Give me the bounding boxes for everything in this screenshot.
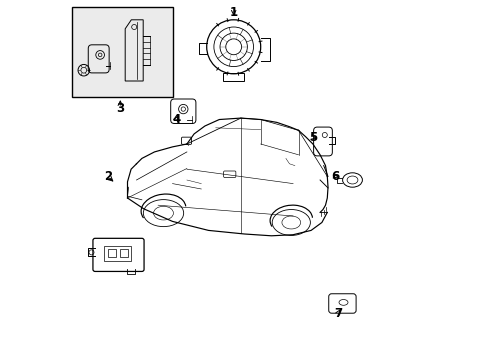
Bar bbox=[107, 249, 115, 257]
Bar bbox=[120, 249, 128, 257]
Text: 5: 5 bbox=[308, 131, 316, 144]
Text: 4: 4 bbox=[172, 113, 180, 126]
Text: 7: 7 bbox=[333, 307, 342, 320]
Text: 2: 2 bbox=[103, 170, 112, 183]
Bar bbox=[72, 7, 172, 97]
Bar bbox=[104, 246, 131, 261]
Bar bbox=[223, 73, 244, 81]
Text: 1: 1 bbox=[229, 6, 237, 19]
Text: 3: 3 bbox=[116, 102, 124, 114]
Text: 6: 6 bbox=[331, 170, 339, 183]
